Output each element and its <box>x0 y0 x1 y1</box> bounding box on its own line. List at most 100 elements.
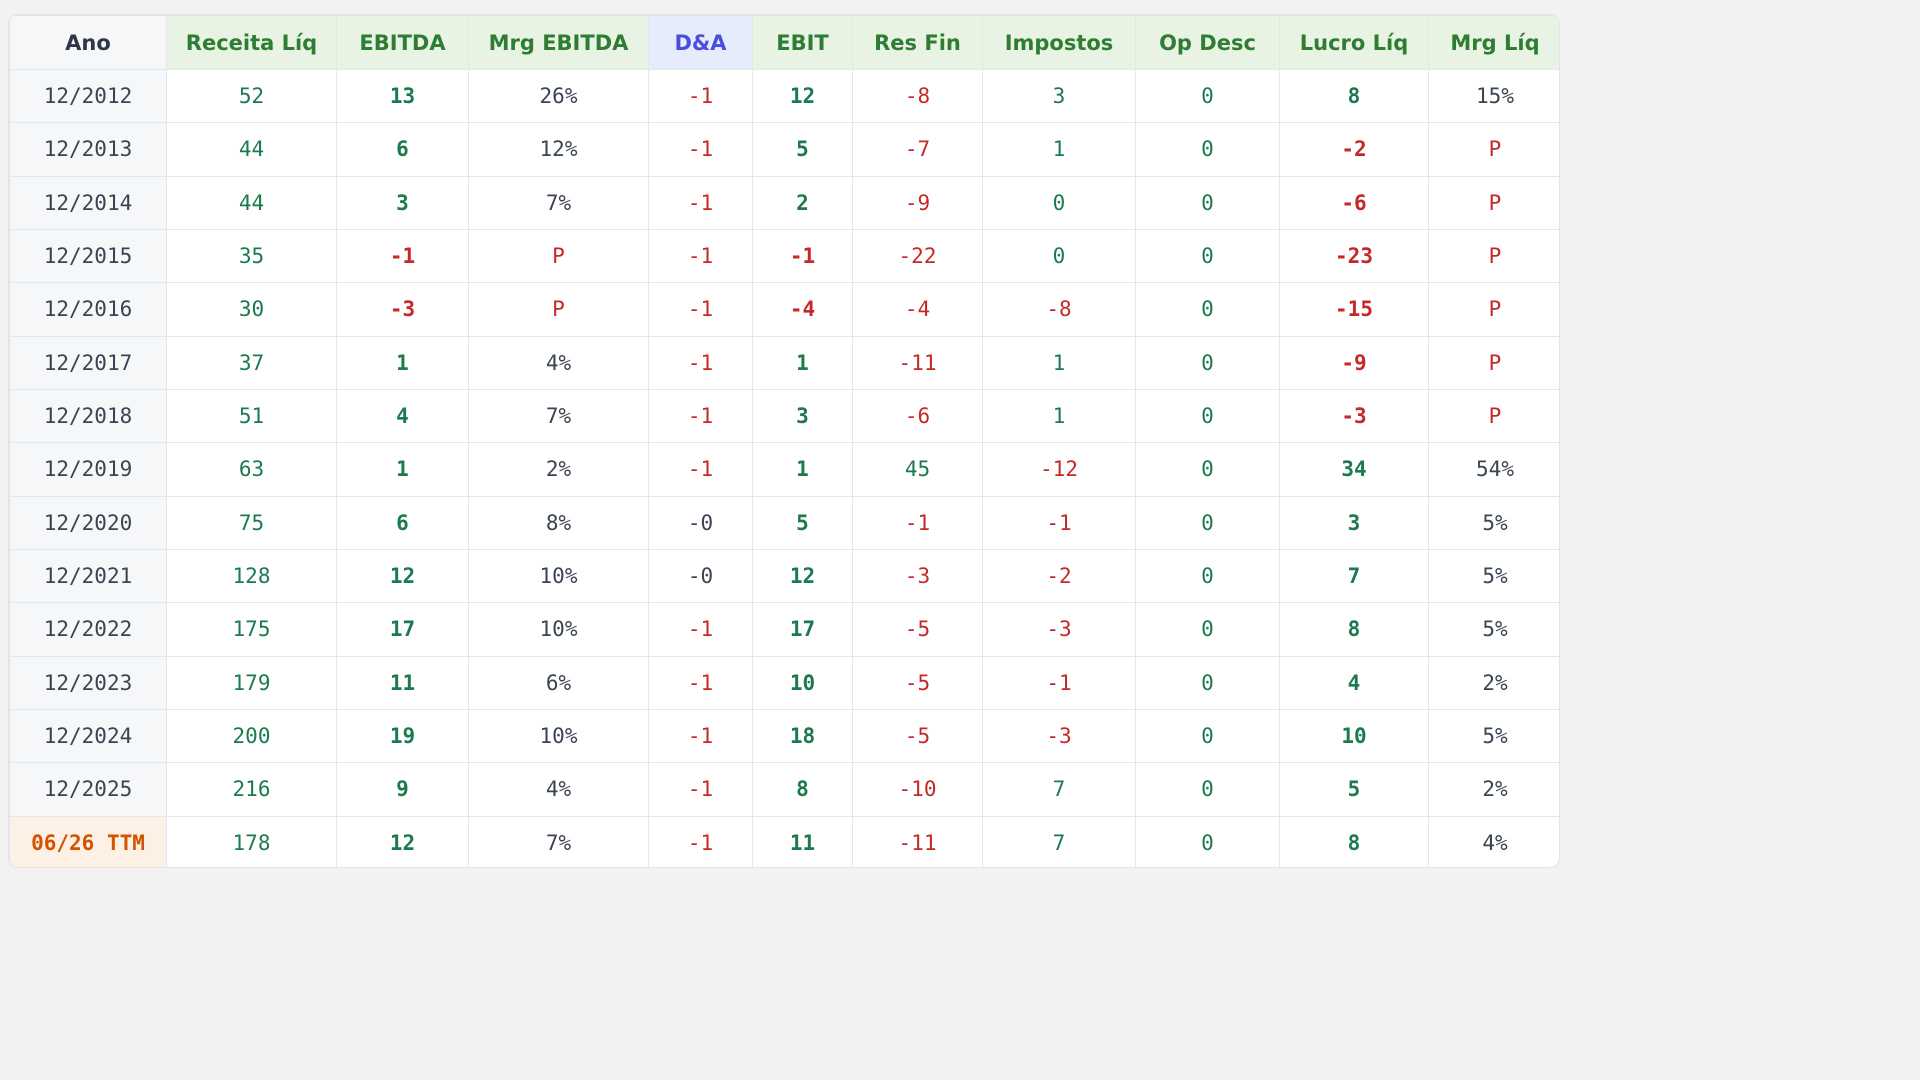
cell-ebitda: 12 <box>336 548 469 604</box>
cell-da: -1 <box>648 122 753 177</box>
cell-ano: 12/2018 <box>9 388 167 444</box>
cell-lucro-liq: -3 <box>1279 388 1429 444</box>
cell-lucro-liq: 8 <box>1279 815 1429 867</box>
cell-receita-liq: 179 <box>166 655 337 710</box>
cell-impostos: 1 <box>982 388 1136 444</box>
cell-receita-liq: 52 <box>166 68 337 124</box>
table-row: 12/2018 51 4 7% -1 3 -6 1 0 -3 P <box>9 388 1559 444</box>
financial-table: Ano Receita Líq EBITDA Mrg EBITDA D&A EB… <box>9 15 1559 867</box>
cell-da: -0 <box>648 495 753 550</box>
cell-receita-liq: 75 <box>166 495 337 550</box>
cell-res-fin: -1 <box>852 495 983 550</box>
header-ebitda[interactable]: EBITDA <box>336 15 469 70</box>
cell-impostos: -1 <box>982 495 1136 550</box>
cell-ebit: 12 <box>752 68 853 124</box>
header-receita-liq[interactable]: Receita Líq <box>166 15 337 70</box>
table-row: 12/2016 30 -3 P -1 -4 -4 -8 0 -15 P <box>9 282 1559 337</box>
cell-mrg-liq: 5% <box>1428 495 1559 550</box>
cell-ebitda: 12 <box>336 815 469 867</box>
header-op-desc[interactable]: Op Desc <box>1135 15 1280 70</box>
table-row: 12/2012 52 13 26% -1 12 -8 3 0 8 15% <box>9 68 1559 124</box>
financial-table-card: Ano Receita Líq EBITDA Mrg EBITDA D&A EB… <box>8 14 1560 868</box>
cell-ebit: 18 <box>752 708 853 764</box>
cell-op-desc: 0 <box>1135 762 1280 817</box>
cell-lucro-liq: 10 <box>1279 708 1429 764</box>
cell-ebit: 2 <box>752 175 853 230</box>
cell-impostos: 7 <box>982 762 1136 817</box>
cell-lucro-liq: 8 <box>1279 68 1429 124</box>
header-lucro-liq[interactable]: Lucro Líq <box>1279 15 1429 70</box>
cell-impostos: 0 <box>982 228 1136 284</box>
cell-op-desc: 0 <box>1135 442 1280 497</box>
table-row: 06/26 TTM 178 12 7% -1 11 -11 7 0 8 4% <box>9 815 1559 867</box>
cell-mrg-ebitda: 4% <box>468 335 649 390</box>
cell-ebit: 1 <box>752 442 853 497</box>
cell-mrg-ebitda: 10% <box>468 602 649 657</box>
cell-mrg-ebitda: 10% <box>468 548 649 604</box>
cell-mrg-ebitda: 7% <box>468 175 649 230</box>
cell-da: -0 <box>648 548 753 604</box>
cell-ebit: 1 <box>752 335 853 390</box>
cell-op-desc: 0 <box>1135 602 1280 657</box>
cell-ebitda: -3 <box>336 282 469 337</box>
cell-da: -1 <box>648 68 753 124</box>
cell-ebit: 5 <box>752 495 853 550</box>
cell-ebitda: -1 <box>336 228 469 284</box>
cell-impostos: -2 <box>982 548 1136 604</box>
cell-impostos: -3 <box>982 708 1136 764</box>
cell-mrg-ebitda: 12% <box>468 122 649 177</box>
table-row: 12/2023 179 11 6% -1 10 -5 -1 0 4 2% <box>9 655 1559 710</box>
table-row: 12/2017 37 1 4% -1 1 -11 1 0 -9 P <box>9 335 1559 390</box>
cell-ano: 12/2015 <box>9 228 167 284</box>
cell-res-fin: -6 <box>852 388 983 444</box>
cell-ano: 12/2020 <box>9 495 167 550</box>
cell-op-desc: 0 <box>1135 228 1280 284</box>
cell-ebitda: 3 <box>336 175 469 230</box>
cell-op-desc: 0 <box>1135 388 1280 444</box>
cell-ebitda: 1 <box>336 335 469 390</box>
cell-ano: 12/2019 <box>9 442 167 497</box>
cell-res-fin: -9 <box>852 175 983 230</box>
header-impostos[interactable]: Impostos <box>982 15 1136 70</box>
cell-lucro-liq: 3 <box>1279 495 1429 550</box>
cell-mrg-ebitda: 6% <box>468 655 649 710</box>
cell-ebit: 17 <box>752 602 853 657</box>
cell-ebit: 11 <box>752 815 853 867</box>
cell-mrg-liq: P <box>1428 335 1559 390</box>
cell-mrg-ebitda: P <box>468 282 649 337</box>
cell-op-desc: 0 <box>1135 548 1280 604</box>
cell-op-desc: 0 <box>1135 655 1280 710</box>
cell-op-desc: 0 <box>1135 282 1280 337</box>
cell-lucro-liq: 8 <box>1279 602 1429 657</box>
cell-lucro-liq: -9 <box>1279 335 1429 390</box>
header-mrg-liq[interactable]: Mrg Líq <box>1428 15 1559 70</box>
table-row: 12/2024 200 19 10% -1 18 -5 -3 0 10 5% <box>9 708 1559 764</box>
cell-ebitda: 6 <box>336 122 469 177</box>
header-ano[interactable]: Ano <box>9 15 167 70</box>
cell-receita-liq: 44 <box>166 122 337 177</box>
cell-receita-liq: 178 <box>166 815 337 867</box>
cell-receita-liq: 37 <box>166 335 337 390</box>
cell-ebit: -4 <box>752 282 853 337</box>
cell-res-fin: -5 <box>852 602 983 657</box>
cell-ano: 12/2022 <box>9 602 167 657</box>
header-da[interactable]: D&A <box>648 15 753 70</box>
cell-receita-liq: 30 <box>166 282 337 337</box>
cell-lucro-liq: 4 <box>1279 655 1429 710</box>
cell-res-fin: -5 <box>852 655 983 710</box>
cell-mrg-ebitda: 10% <box>468 708 649 764</box>
table-row: 12/2014 44 3 7% -1 2 -9 0 0 -6 P <box>9 175 1559 230</box>
cell-mrg-liq: P <box>1428 175 1559 230</box>
header-ebit[interactable]: EBIT <box>752 15 853 70</box>
cell-ano: 12/2025 <box>9 762 167 817</box>
table-body: 12/2012 52 13 26% -1 12 -8 3 0 8 15% 12/2013 44 6 12% -… <box>9 68 1559 867</box>
cell-mrg-liq: 15% <box>1428 68 1559 124</box>
header-mrg-ebitda[interactable]: Mrg EBITDA <box>468 15 649 70</box>
cell-mrg-liq: P <box>1428 388 1559 444</box>
cell-lucro-liq: 5 <box>1279 762 1429 817</box>
cell-da: -1 <box>648 442 753 497</box>
header-res-fin[interactable]: Res Fin <box>852 15 983 70</box>
cell-op-desc: 0 <box>1135 815 1280 867</box>
table-row: 12/2022 175 17 10% -1 17 -5 -3 0 8 5% <box>9 602 1559 657</box>
cell-ebit: 8 <box>752 762 853 817</box>
